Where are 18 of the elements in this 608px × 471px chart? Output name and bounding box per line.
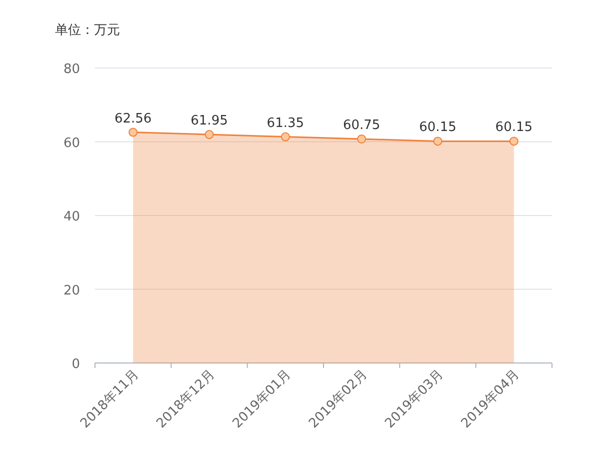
data-label: 61.95 [190, 114, 228, 129]
y-tick-label: 40 [63, 210, 80, 224]
y-tick-label: 60 [63, 136, 80, 151]
point [204, 130, 214, 140]
data-label: 60.15 [419, 120, 456, 136]
y-axis-title: 单位：万元 [55, 23, 120, 38]
point [128, 128, 138, 137]
point [280, 132, 290, 142]
data-label: 61.35 [266, 116, 304, 131]
y-tick-label: 0 [72, 357, 80, 372]
data-label: 62.56 [114, 111, 152, 126]
data-label: 60.75 [342, 118, 380, 133]
y-tick-label: 80 [63, 62, 80, 77]
y-tick-label: 20 [63, 283, 80, 298]
data-label: 60.15 [495, 120, 533, 136]
point [509, 136, 518, 146]
point [357, 134, 366, 144]
point [433, 136, 442, 146]
